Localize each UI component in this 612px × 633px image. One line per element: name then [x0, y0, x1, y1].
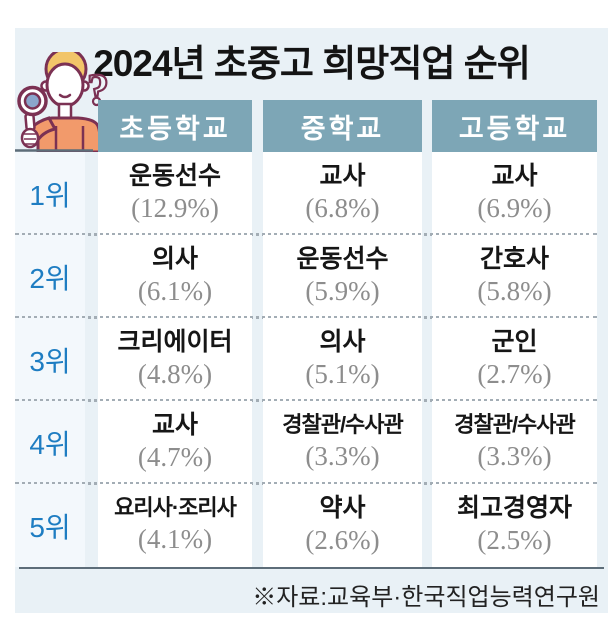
table-header-row: 초등학교 중학교 고등학교 — [15, 100, 608, 152]
rank-label: 1위 — [15, 152, 85, 235]
job-cell: 최고경영자 (2.5%) — [432, 484, 597, 567]
gap — [252, 318, 263, 401]
column-header-elementary: 초등학교 — [98, 100, 252, 152]
gap — [85, 401, 98, 484]
gap — [597, 235, 608, 318]
column-header-high: 고등학교 — [432, 100, 597, 152]
job-percent: (3.3%) — [305, 440, 380, 471]
job-percent: (5.1%) — [305, 359, 380, 390]
job-cell: 교사 (6.8%) — [263, 152, 422, 235]
gap — [252, 484, 263, 567]
job-name: 의사 — [151, 244, 198, 273]
table-row: 2위 의사 (6.1%) 운동선수 (5.9%) 간호사 (5.8%) — [15, 235, 608, 319]
job-percent: (6.8%) — [305, 193, 380, 224]
job-percent: (2.5%) — [477, 525, 552, 556]
table-row: 5위 요리사·조리사 (4.1%) 약사 (2.6%) 최고경영자 (2.5%) — [15, 484, 608, 567]
job-percent: (3.3%) — [477, 440, 552, 471]
table-row: 4위 교사 (4.7%) 경찰관/수사관 (3.3%) 경찰관/수사관 (3.3… — [15, 401, 608, 485]
gap — [597, 100, 608, 152]
job-percent: (6.9%) — [477, 193, 552, 224]
job-cell: 군인 (2.7%) — [432, 318, 597, 401]
header-spacer — [15, 100, 85, 152]
job-percent: (2.7%) — [477, 359, 552, 390]
table-row: 3위 크리에이터 (4.8%) 의사 (5.1%) 군인 (2.7%) — [15, 318, 608, 402]
job-name: 교사 — [491, 161, 538, 190]
job-percent: (4.8%) — [137, 359, 213, 390]
gap — [85, 100, 98, 152]
gap — [422, 401, 432, 484]
job-name: 크리에이터 — [117, 327, 233, 356]
job-cell: 크리에이터 (4.8%) — [98, 318, 252, 401]
gap — [422, 235, 432, 318]
infographic-panel: 2024년 초중고 희망직업 순위 ? — [15, 28, 608, 613]
job-percent: (6.1%) — [137, 276, 213, 307]
job-cell: 경찰관/수사관 (3.3%) — [263, 401, 422, 484]
gap — [252, 235, 263, 318]
smile — [58, 93, 72, 99]
source-note: ※자료:교육부·한국직업능력연구원 — [252, 584, 600, 611]
job-cell: 의사 (6.1%) — [98, 235, 252, 318]
rank-label: 5위 — [15, 484, 85, 567]
job-cell: 교사 (6.9%) — [432, 152, 597, 235]
job-cell: 경찰관/수사관 (3.3%) — [432, 401, 597, 484]
job-percent: (4.1%) — [137, 523, 213, 554]
job-percent: (4.7%) — [137, 442, 213, 473]
job-name: 의사 — [319, 327, 366, 356]
rank-label: 3위 — [15, 318, 85, 401]
job-name: 경찰관/수사관 — [282, 412, 404, 438]
table-row: 1위 운동선수 (12.9%) 교사 (6.8%) 교사 (6.9%) — [15, 152, 608, 236]
rank-label: 4위 — [15, 401, 85, 484]
job-cell: 교사 (4.7%) — [98, 401, 252, 484]
job-cell: 의사 (5.1%) — [263, 318, 422, 401]
column-header-middle: 중학교 — [263, 100, 422, 152]
gap — [597, 401, 608, 484]
job-name: 최고경영자 — [456, 493, 572, 522]
job-cell: 운동선수 (12.9%) — [98, 152, 252, 235]
job-name: 간호사 — [479, 244, 549, 273]
page-title: 2024년 초중고 희망직업 순위 — [93, 43, 531, 84]
ranking-table: 초등학교 중학교 고등학교 1위 운동선수 (12.9%) 교사 (6.8%) — [15, 100, 608, 567]
job-name: 운동선수 — [128, 161, 221, 190]
job-name: 경찰관/수사관 — [454, 412, 576, 438]
gap — [85, 318, 98, 401]
gap — [422, 100, 432, 152]
gap — [597, 152, 608, 235]
gap — [422, 152, 432, 235]
gap — [252, 100, 263, 152]
job-cell: 약사 (2.6%) — [263, 484, 422, 567]
rank-label: 2위 — [15, 235, 85, 318]
footer-divider — [19, 567, 604, 569]
gap — [597, 318, 608, 401]
job-percent: (5.9%) — [305, 276, 380, 307]
job-name: 군인 — [491, 327, 538, 356]
gap — [252, 152, 263, 235]
job-name: 약사 — [319, 493, 366, 522]
job-percent: (5.8%) — [477, 276, 552, 307]
gap — [85, 484, 98, 567]
job-cell: 간호사 (5.8%) — [432, 235, 597, 318]
job-cell: 요리사·조리사 (4.1%) — [98, 484, 252, 567]
job-name: 요리사·조리사 — [114, 495, 237, 521]
gap — [597, 484, 608, 567]
magnifier-lens-icon — [23, 92, 42, 110]
gap — [422, 318, 432, 401]
gap — [422, 484, 432, 567]
job-cell: 운동선수 (5.9%) — [263, 235, 422, 318]
gap — [252, 401, 263, 484]
finger-lines — [24, 133, 36, 145]
job-percent: (2.6%) — [305, 525, 380, 556]
job-name: 교사 — [151, 410, 198, 439]
job-name: 교사 — [319, 161, 366, 190]
gap — [85, 152, 98, 235]
gap — [85, 235, 98, 318]
job-name: 운동선수 — [296, 244, 389, 273]
job-percent: (12.9%) — [131, 193, 219, 224]
